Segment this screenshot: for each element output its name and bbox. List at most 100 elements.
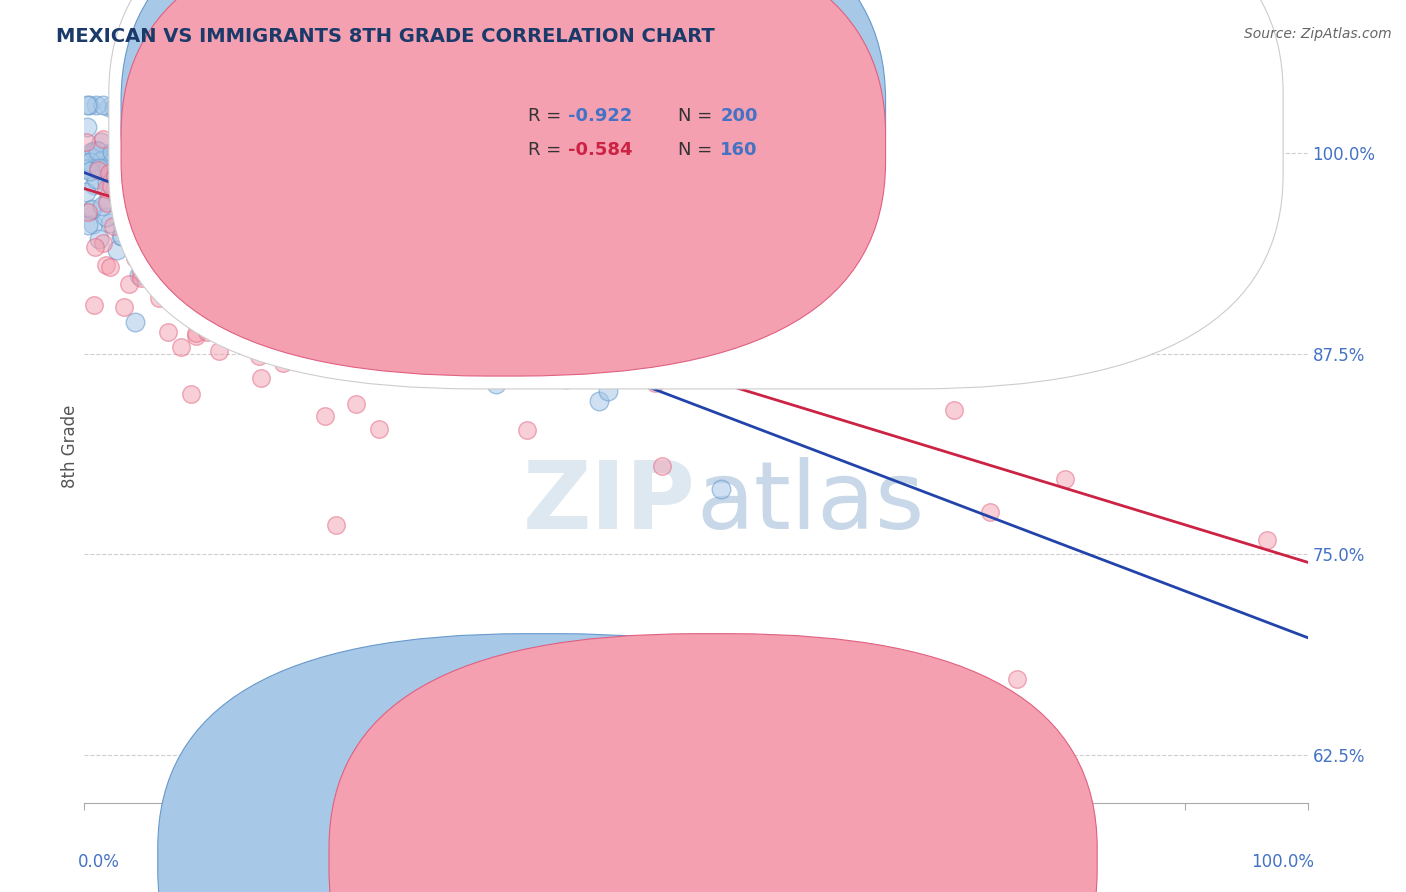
Point bbox=[75, 161, 97, 176]
Point bbox=[217, 246, 239, 260]
Point bbox=[266, 227, 288, 242]
Point bbox=[336, 140, 359, 154]
Point bbox=[201, 187, 224, 202]
Point bbox=[110, 167, 132, 181]
Point bbox=[124, 98, 146, 112]
Point bbox=[91, 163, 114, 178]
Point bbox=[98, 100, 121, 114]
Point bbox=[290, 220, 312, 235]
Point bbox=[150, 178, 173, 192]
Point bbox=[75, 135, 97, 149]
Point bbox=[283, 324, 305, 338]
Point bbox=[246, 237, 269, 252]
Point bbox=[408, 313, 430, 327]
Point bbox=[105, 188, 128, 202]
Point bbox=[91, 153, 114, 167]
Point bbox=[170, 135, 193, 149]
Point bbox=[101, 219, 124, 233]
Point bbox=[267, 259, 290, 273]
Point bbox=[204, 192, 226, 206]
Point bbox=[391, 279, 413, 293]
Point bbox=[101, 145, 124, 159]
Point bbox=[276, 341, 298, 355]
Point bbox=[252, 336, 274, 351]
Text: N =: N = bbox=[678, 141, 717, 159]
Point bbox=[110, 120, 132, 135]
Point bbox=[128, 184, 150, 198]
Point bbox=[79, 161, 101, 175]
Point bbox=[240, 275, 263, 289]
Point bbox=[494, 331, 516, 345]
Point bbox=[179, 98, 201, 112]
Point bbox=[114, 156, 136, 170]
Point bbox=[212, 221, 235, 235]
Text: R =: R = bbox=[529, 107, 568, 125]
Point bbox=[447, 287, 470, 301]
Point bbox=[360, 258, 382, 272]
Point bbox=[84, 143, 107, 157]
Point bbox=[112, 301, 135, 315]
Point bbox=[498, 260, 520, 275]
Point bbox=[173, 253, 195, 268]
Point bbox=[224, 234, 246, 248]
Point bbox=[152, 132, 174, 146]
Point bbox=[264, 194, 287, 209]
Point bbox=[211, 186, 233, 200]
Point bbox=[129, 227, 152, 241]
Point bbox=[93, 164, 115, 178]
Point bbox=[156, 201, 179, 215]
Point bbox=[117, 218, 139, 232]
Point bbox=[977, 344, 1000, 359]
Point bbox=[94, 258, 117, 272]
Point bbox=[709, 483, 731, 497]
Point bbox=[463, 324, 485, 338]
Point bbox=[103, 101, 125, 115]
Point bbox=[696, 351, 718, 366]
Point bbox=[475, 204, 498, 219]
Point bbox=[321, 305, 343, 319]
FancyBboxPatch shape bbox=[121, 0, 886, 376]
Point bbox=[131, 271, 153, 285]
Point bbox=[250, 225, 273, 239]
Point bbox=[194, 192, 217, 206]
Text: R =: R = bbox=[529, 141, 568, 159]
Point bbox=[93, 132, 115, 146]
Point bbox=[181, 259, 204, 273]
Text: atlas: atlas bbox=[696, 457, 924, 549]
Point bbox=[139, 199, 162, 213]
Point bbox=[173, 229, 195, 244]
Point bbox=[166, 194, 188, 208]
Point bbox=[120, 157, 142, 171]
Point bbox=[179, 178, 201, 193]
Point bbox=[235, 275, 257, 289]
Point bbox=[98, 217, 121, 231]
Point bbox=[124, 174, 146, 188]
Point bbox=[153, 276, 176, 290]
Point bbox=[254, 202, 277, 217]
Point bbox=[157, 200, 180, 214]
Point bbox=[136, 229, 159, 244]
Point bbox=[83, 144, 105, 158]
Point bbox=[153, 153, 176, 167]
Point bbox=[250, 371, 273, 385]
Point bbox=[263, 267, 285, 281]
Text: ZIP: ZIP bbox=[523, 457, 696, 549]
Text: 160: 160 bbox=[720, 141, 758, 159]
Point bbox=[111, 98, 134, 112]
Point bbox=[342, 363, 364, 377]
Point bbox=[131, 180, 153, 194]
Point bbox=[423, 248, 446, 262]
Point bbox=[163, 199, 186, 213]
Point bbox=[516, 205, 538, 219]
Point bbox=[344, 397, 367, 411]
Point bbox=[87, 150, 110, 164]
Point bbox=[325, 517, 347, 532]
Point bbox=[127, 195, 149, 210]
Point bbox=[195, 278, 218, 293]
Point bbox=[281, 260, 304, 275]
Point bbox=[112, 189, 135, 203]
Point bbox=[596, 384, 619, 399]
Point bbox=[184, 329, 207, 343]
Point bbox=[159, 187, 181, 202]
Point bbox=[288, 278, 311, 293]
